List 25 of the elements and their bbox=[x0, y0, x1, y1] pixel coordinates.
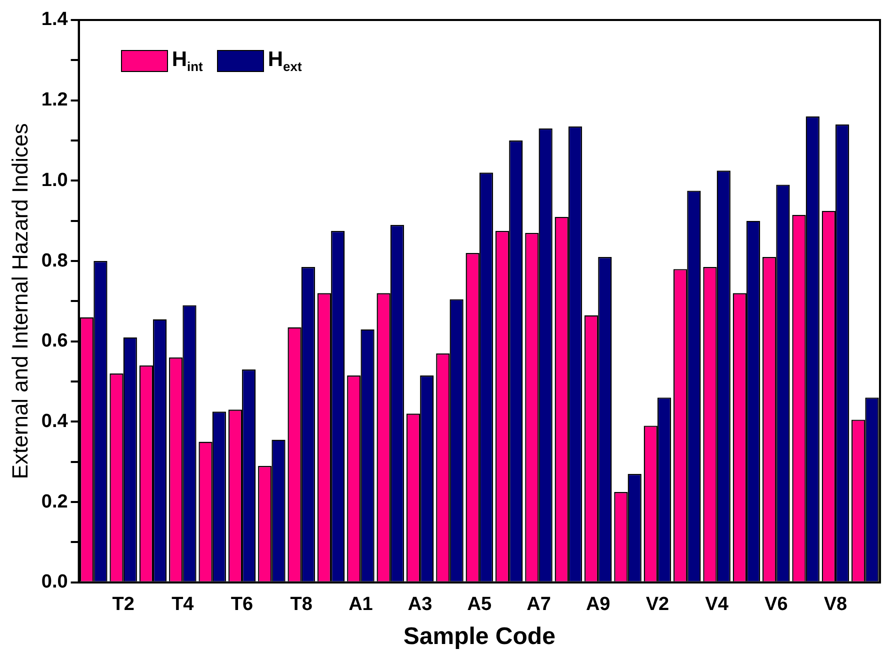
x-axis-title: Sample Code bbox=[403, 623, 556, 650]
y-tick-label: 1.2 bbox=[41, 90, 68, 111]
legend-label: H$_{ext}$ bbox=[268, 48, 302, 74]
y-tick-label: 0.4 bbox=[41, 410, 68, 432]
x-tick-label: T8 bbox=[290, 594, 312, 616]
y-tick-label: 1.0 bbox=[41, 170, 68, 191]
x-tick-label: T6 bbox=[230, 594, 254, 616]
x-tick-label: V4 bbox=[705, 594, 729, 616]
x-tick-label: V6 bbox=[764, 594, 788, 616]
x-tick-label: A5 bbox=[467, 594, 492, 616]
x-tick-label: V2 bbox=[646, 594, 670, 616]
x-tick-label: T2 bbox=[112, 594, 134, 616]
x-tick-label: A3 bbox=[408, 594, 432, 616]
y-tick-label: 0.8 bbox=[41, 250, 68, 272]
x-tick-label: A9 bbox=[586, 594, 610, 616]
y-axis-title: External and Internal Hazard Indices bbox=[7, 123, 32, 480]
x-tick-label: A1 bbox=[348, 594, 374, 616]
x-tick-label: A7 bbox=[526, 594, 551, 616]
y-tick-label: 0.0 bbox=[41, 572, 68, 593]
legend-label: H$_{int}$ bbox=[172, 48, 203, 74]
y-tick-label: 1.4 bbox=[41, 9, 68, 30]
x-tick-label: V8 bbox=[824, 594, 848, 616]
y-tick-label: 0.2 bbox=[41, 491, 68, 512]
y-tick-label: 0.6 bbox=[41, 330, 68, 352]
x-tick-label: T4 bbox=[172, 594, 194, 616]
